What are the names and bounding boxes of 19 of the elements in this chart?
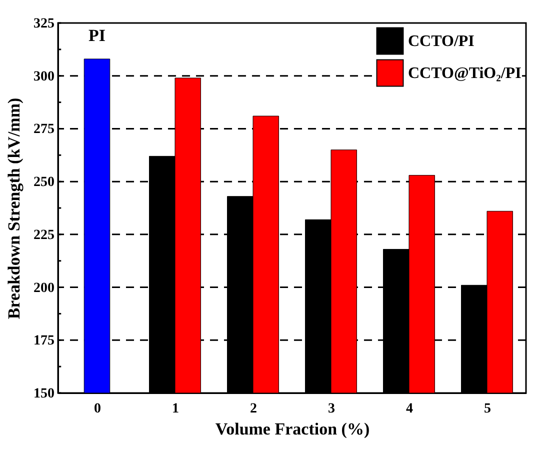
x-tick-label: 4 xyxy=(406,402,413,416)
y-tick-label: 250 xyxy=(34,175,54,190)
y-tick-label: 200 xyxy=(34,280,54,296)
x-tick-label: 5 xyxy=(484,402,491,416)
x-tick-label: 0 xyxy=(94,402,101,416)
y-axis-title: Breakdown Strength (kV/mm) xyxy=(4,98,24,320)
x-tick-label: 1 xyxy=(172,402,179,416)
y-tick-label: 325 xyxy=(34,16,54,32)
x-axis-title: Volume Fraction (%) xyxy=(215,420,370,438)
y-tick-label: 225 xyxy=(34,228,54,243)
y-tick-label: 150 xyxy=(34,386,54,402)
y-tick-label: 275 xyxy=(34,122,54,138)
legend-label: CCTO/PI xyxy=(408,33,474,50)
y-tick-label: 300 xyxy=(34,69,54,84)
annotation: PI xyxy=(88,26,106,45)
x-tick-label: 2 xyxy=(250,402,257,416)
y-tick-label: 175 xyxy=(34,334,54,349)
legend-label: CCTO@TiO₂/PI xyxy=(408,65,522,82)
x-tick-label: 3 xyxy=(328,402,335,416)
